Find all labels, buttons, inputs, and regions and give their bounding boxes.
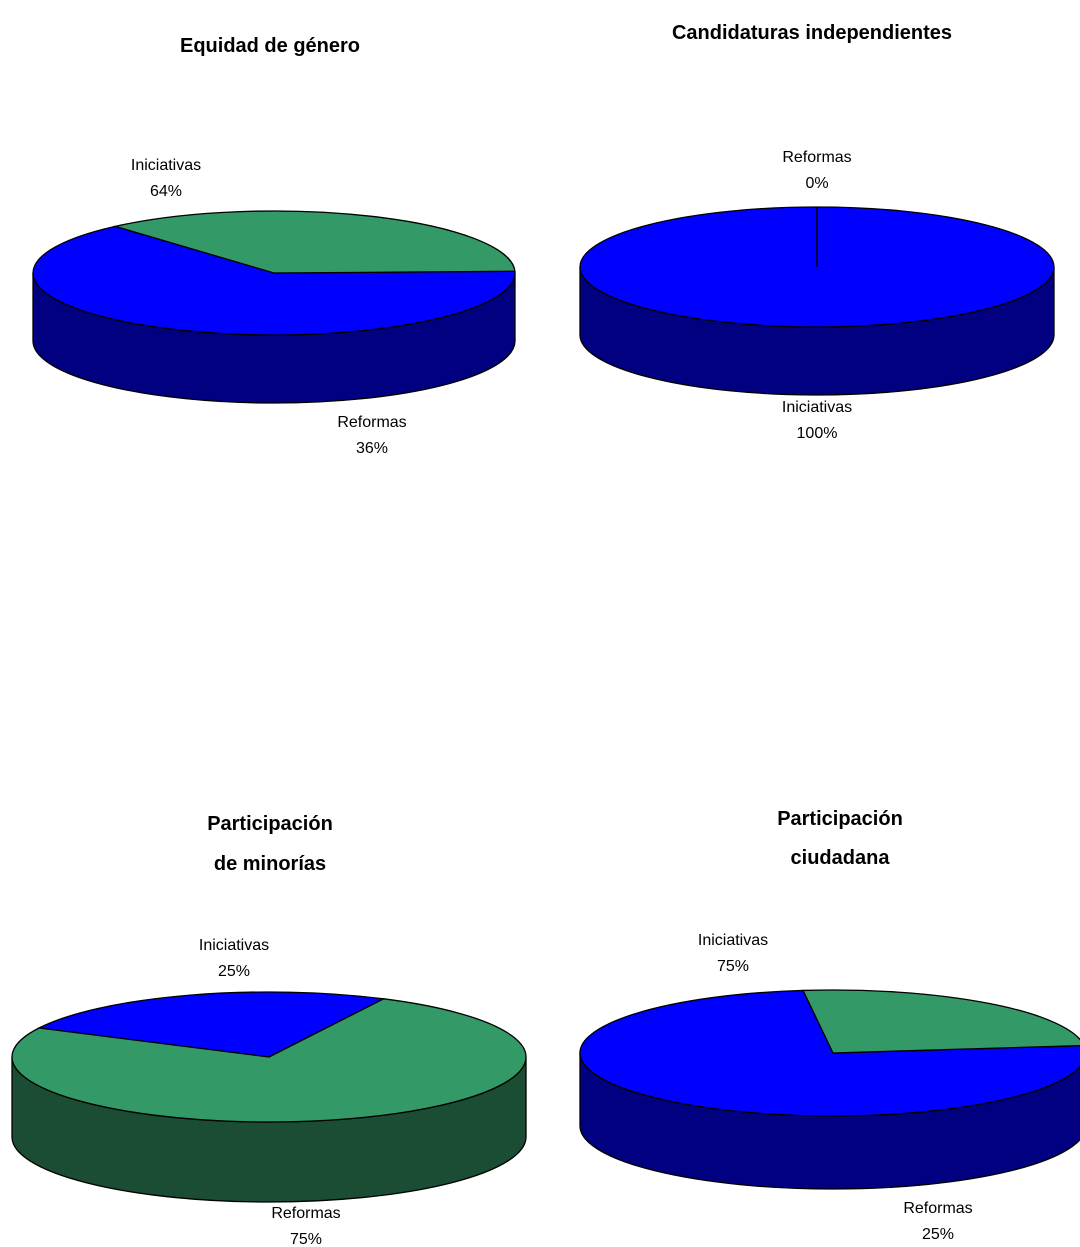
pie-slice-reformas <box>802 989 1080 1054</box>
slice-label-iniciativas: Iniciativas <box>131 157 201 174</box>
chart-participacion-ciudadana: Participación ciudadana Iniciativas 75% Refo… <box>579 808 1080 1243</box>
slice-value-reformas: 0% <box>805 175 828 192</box>
pie-slice-iniciativas <box>32 225 516 336</box>
pie-slice-reformas <box>11 998 527 1123</box>
slice-label-reformas: Reformas <box>337 414 406 431</box>
slice-label-reformas: Reformas <box>782 149 851 166</box>
slice-value-reformas: 75% <box>290 1231 322 1247</box>
slice-value-iniciativas: 25% <box>218 963 250 980</box>
chart-candidaturas-independientes: Candidaturas independientes Iniciativas 10… <box>579 22 1055 442</box>
slice-label-reformas: Reformas <box>903 1200 972 1217</box>
chart-title-line: Equidad de género <box>180 35 360 57</box>
pie-slice-reformas <box>112 210 516 274</box>
chart-title-line: Participación <box>207 813 333 835</box>
slice-value-iniciativas: 100% <box>797 425 838 442</box>
slice-label-iniciativas: Iniciativas <box>199 937 269 954</box>
chart-title-line: de minorías <box>214 853 326 875</box>
slice-value-iniciativas: 64% <box>150 183 182 200</box>
slice-label-iniciativas: Iniciativas <box>698 932 768 949</box>
slice-value-iniciativas: 75% <box>717 958 749 975</box>
slice-value-reformas: 25% <box>922 1226 954 1243</box>
chart-title-line: ciudadana <box>791 847 891 869</box>
chart-participacion-de-minorias: Participación de minorías Iniciativas 25% Re… <box>11 813 527 1247</box>
pie-slice-iniciativas <box>36 991 386 1058</box>
slice-label-reformas: Reformas <box>271 1205 340 1222</box>
slice-value-reformas: 36% <box>356 440 388 457</box>
pie-slice-iniciativas <box>579 989 1080 1117</box>
chart-title-line: Candidaturas independientes <box>672 22 952 44</box>
chart-title-line: Participación <box>777 808 903 830</box>
chart-equidad-de-genero: Equidad de género Iniciativas 64% Reformas 3… <box>32 35 516 457</box>
slice-label-iniciativas: Iniciativas <box>782 399 852 416</box>
